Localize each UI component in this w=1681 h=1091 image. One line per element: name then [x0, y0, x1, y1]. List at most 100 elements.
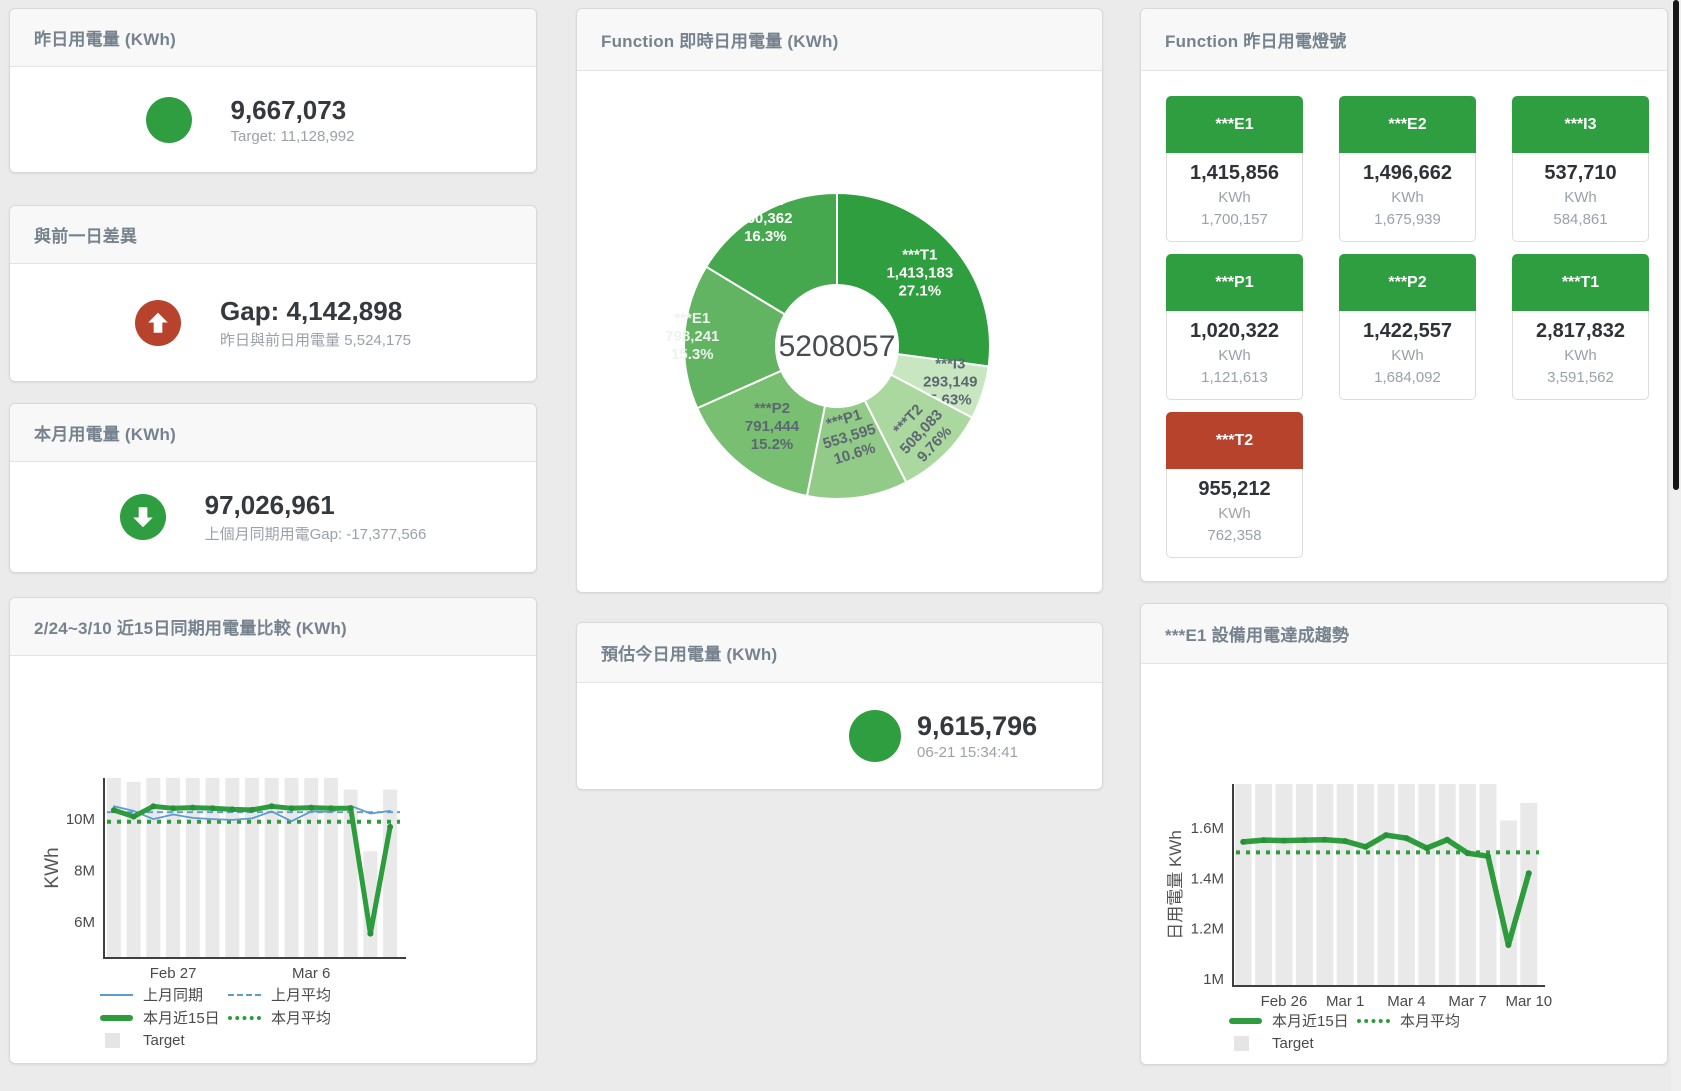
tile-value: 1,496,662	[1363, 162, 1452, 184]
card-header: 昨日用電量 (KWh)	[10, 9, 536, 67]
series-point	[1321, 836, 1328, 843]
tile-body: 1,020,322 KWh 1,121,613	[1166, 311, 1303, 400]
legend-item-本月平均[interactable]: 本月平均	[228, 1007, 356, 1028]
tile-target: 584,861	[1553, 211, 1608, 228]
series-point	[387, 823, 394, 830]
y-axis-label: KWh	[42, 847, 63, 888]
tile-target: 1,684,092	[1374, 369, 1441, 386]
series-point	[1525, 870, 1532, 877]
tile-target: 1,121,613	[1201, 369, 1268, 386]
series-point	[347, 805, 354, 812]
card-day-gap: 與前一日差異 Gap: 4,142,898 昨日與前日用電量 5,524,175	[9, 205, 537, 382]
day-gap-value: Gap: 4,142,898	[220, 295, 403, 326]
y-tick-label: 10M	[66, 811, 95, 828]
legend-item-Target[interactable]: Target	[1229, 1035, 1357, 1052]
tile-body: 1,415,856 KWh 1,700,157	[1166, 153, 1303, 242]
tile-label: ***P2	[1339, 254, 1476, 311]
legend-item-本月近15日[interactable]: 本月近15日	[1229, 1010, 1357, 1031]
x-tick-label: Mar 10	[1505, 993, 1552, 1010]
series-point	[367, 930, 374, 937]
legend-item-本月平均[interactable]: 本月平均	[1357, 1010, 1485, 1031]
legend-label: 上月同期	[143, 987, 204, 1004]
tile-unit: KWh	[1564, 189, 1597, 206]
tile-value: 1,020,322	[1190, 320, 1279, 342]
light-tile-P2: ***P2 1,422,557 KWh 1,684,092	[1339, 254, 1476, 400]
donut-slice-label: ***E1 798,241 15.3%	[665, 310, 719, 363]
tile-target: 3,591,562	[1547, 369, 1614, 386]
card-title: ***E1 設備用電達成趨勢	[1165, 626, 1350, 645]
series-point	[327, 805, 334, 812]
card-yesterday-usage: 昨日用電量 (KWh) 9,667,073 Target: 11,128,992	[9, 8, 537, 173]
tile-label: ***E1	[1166, 96, 1303, 153]
scrollbar-thumb[interactable]	[1673, 0, 1679, 490]
card-compare-chart: 2/24~3/10 近15日同期用電量比較 (KWh) 6M 8M 10M Feb 2…	[9, 597, 537, 1064]
donut-slice-label: ***T1 1,413,183 27.1%	[886, 247, 953, 300]
series-point	[1464, 850, 1471, 857]
target-bar	[205, 778, 220, 958]
target-bar	[1275, 784, 1293, 986]
scrollbar-track[interactable]	[1671, 0, 1681, 1091]
tile-label: ***I3	[1512, 96, 1649, 153]
tile-value: 2,817,832	[1536, 320, 1625, 342]
legend-label: 上月平均	[271, 987, 332, 1004]
legend-marker	[1234, 1036, 1249, 1051]
series-point	[209, 805, 216, 812]
tile-unit: KWh	[1391, 189, 1424, 206]
legend-item-上月同期[interactable]: 上月同期	[100, 984, 228, 1005]
card-title: 2/24~3/10 近15日同期用電量比較 (KWh)	[34, 619, 347, 638]
donut-slice-E2[interactable]	[704, 191, 838, 316]
tile-value: 955,212	[1198, 478, 1271, 500]
series-point	[1362, 843, 1369, 850]
tile-body: 537,710 KWh 584,861	[1512, 153, 1649, 242]
target-bar	[1418, 784, 1436, 986]
target-bar	[383, 789, 398, 958]
tile-unit: KWh	[1218, 189, 1251, 206]
tile-label: ***E2	[1339, 96, 1476, 153]
axis-lines	[1232, 784, 1545, 987]
series-point	[249, 806, 255, 813]
series-point	[1383, 832, 1389, 839]
up-arrow-icon	[135, 299, 182, 346]
tile-body: 1,496,662 KWh 1,675,939	[1339, 153, 1476, 242]
target-bar	[1438, 784, 1456, 986]
y-tick-label: 1.4M	[1191, 870, 1224, 887]
series-point	[229, 806, 236, 813]
series-point	[110, 807, 117, 814]
target-bar	[1520, 802, 1538, 986]
legend-item-本月近15日[interactable]: 本月近15日	[100, 1007, 228, 1028]
y-tick-label: 1M	[1203, 971, 1224, 988]
legend-marker	[228, 1015, 261, 1020]
tile-value: 1,422,557	[1363, 320, 1452, 342]
target-bar	[1336, 784, 1354, 986]
donut-slice-E1[interactable]	[683, 265, 787, 410]
target-bar	[106, 778, 121, 958]
target-bar	[1377, 784, 1395, 986]
series-point	[268, 803, 275, 810]
target-bar	[1316, 784, 1334, 986]
legend-label: 本月近15日	[1272, 1013, 1349, 1030]
card-header: Function 昨日用電燈號	[1141, 9, 1667, 71]
legend-label: 本月平均	[1400, 1013, 1461, 1030]
target-bar	[1357, 784, 1375, 986]
legend-marker	[1229, 1017, 1262, 1024]
donut-center-total: 5208057	[779, 330, 896, 363]
card-title: 本月用電量 (KWh)	[34, 425, 176, 444]
yesterday-usage-value: 9,667,073	[230, 94, 347, 125]
x-tick-label: Mar 7	[1448, 993, 1486, 1010]
card-header: 本月用電量 (KWh)	[10, 404, 536, 462]
tile-target: 1,700,157	[1201, 211, 1268, 228]
estimate-value: 9,615,796	[917, 711, 1038, 741]
legend-item-Target[interactable]: Target	[100, 1032, 228, 1049]
legend-marker	[100, 1014, 133, 1021]
target-bar	[245, 778, 259, 958]
x-tick-label: Feb 27	[150, 965, 197, 982]
legend-item-上月平均[interactable]: 上月平均	[228, 984, 356, 1005]
legend-marker	[228, 993, 261, 996]
donut-slice-label: ***E2 850,362 16.3%	[738, 192, 792, 245]
series-point	[130, 813, 137, 820]
donut-slice-P2[interactable]	[695, 369, 827, 498]
series-point	[308, 804, 315, 811]
donut-slice-T1[interactable]	[836, 191, 991, 368]
trend-chart: 1M 1.2M 1.4M 1.6M Feb 26 Mar 1 Mar 4 Mar 7 Mar 1…	[1166, 784, 1552, 1010]
